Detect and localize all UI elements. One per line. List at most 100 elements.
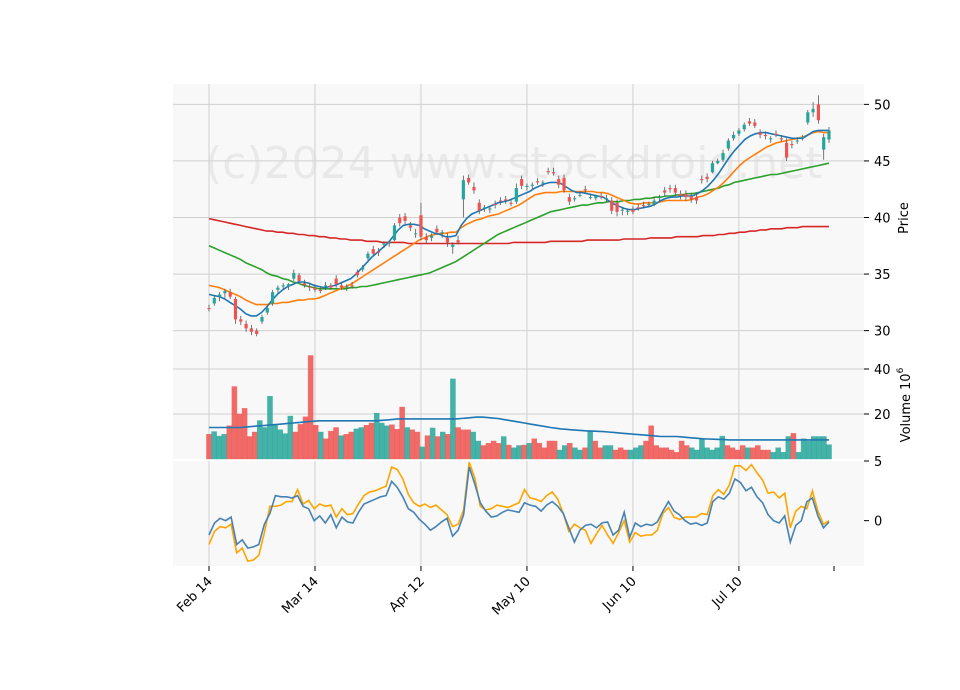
candle-body (429, 235, 434, 238)
candle-body (705, 176, 709, 180)
candle-body (541, 182, 545, 184)
volume-bar (704, 447, 710, 460)
candle-body (228, 292, 232, 297)
candle-body (398, 217, 402, 224)
candle-body (520, 179, 524, 186)
volume-axis-label: Volume 106 (896, 367, 914, 442)
volume-bar (221, 434, 227, 460)
candle-body (297, 275, 301, 281)
volume-bar (541, 447, 548, 460)
volume-bar (409, 429, 416, 460)
candle-body (451, 244, 455, 247)
candle-body (615, 202, 619, 212)
volume-axis-label-text: Volume (899, 394, 914, 442)
volume-bar (246, 436, 253, 460)
volume-bar (384, 425, 390, 460)
candle-body (445, 237, 450, 243)
candle-body (721, 153, 725, 160)
candle-body (599, 196, 603, 198)
candle-body (244, 323, 248, 329)
candle-body (339, 285, 344, 288)
volume-bar (592, 440, 598, 460)
volume-bar (668, 449, 675, 460)
volume-bar (490, 440, 497, 460)
candle-body (652, 200, 656, 204)
candle-body (827, 130, 831, 140)
volume-bar (729, 447, 736, 460)
candle-body (716, 160, 720, 164)
candle-body (461, 180, 465, 200)
volume-bar (389, 424, 395, 460)
candle-body (525, 185, 529, 187)
volume-bar (328, 430, 334, 460)
candle-body (631, 209, 635, 212)
candle-body (753, 122, 757, 126)
volume-bar (536, 443, 543, 460)
candlesticks (207, 95, 831, 337)
oscillator-tick-label: 5 (874, 455, 882, 470)
candle-body (535, 181, 540, 183)
candle-body (493, 203, 497, 206)
volume-bars (206, 355, 832, 460)
date-tick-label: Feb 14 (174, 574, 216, 616)
candle-body (583, 189, 587, 191)
volume-bar (404, 427, 410, 460)
price-tick-label: 35 (874, 268, 891, 283)
candle-body (742, 124, 746, 130)
candle-body (366, 253, 370, 259)
volume-bar (734, 449, 741, 460)
candle-body (292, 272, 296, 279)
candle-body (710, 163, 715, 173)
candle-body (313, 287, 317, 290)
candle-body (689, 196, 693, 200)
candle-body (790, 143, 794, 146)
candle-body (673, 188, 677, 193)
candle-body (546, 171, 550, 173)
volume-bar (597, 447, 604, 460)
candle-body (732, 134, 736, 139)
volume-bar (511, 447, 517, 460)
candle-body (467, 177, 471, 183)
candle-body (355, 271, 359, 276)
volume-bar (628, 449, 634, 460)
volume-axis-label-base: 10 (899, 373, 914, 390)
candle-body (435, 228, 439, 233)
volume-bar (226, 425, 233, 460)
volume-bar (465, 429, 471, 460)
candle-body (265, 308, 269, 313)
volume-bar (348, 431, 355, 460)
candle-body (408, 225, 412, 228)
candle-body (233, 298, 238, 320)
candle-body (774, 133, 778, 135)
candle-body (557, 179, 561, 185)
candle-body (779, 138, 783, 140)
candle-body (212, 297, 216, 304)
volume-bar (572, 447, 578, 460)
date-axis: Feb 14 Mar 14 Apr 12 May 10 Jun 10 Jul 10 (174, 566, 835, 618)
candle-body (763, 134, 767, 137)
candle-body (737, 130, 741, 134)
volume-bar (297, 424, 304, 460)
volume-tick-label: 20 (874, 408, 891, 423)
volume-bar (567, 443, 573, 460)
volume-bar (231, 386, 238, 460)
ma-slow-line (208, 162, 830, 290)
candle-body (551, 172, 556, 174)
candle-body (223, 291, 227, 294)
candle-body (822, 137, 826, 150)
candle-body (392, 225, 397, 241)
volume-bar (663, 447, 670, 460)
volume-bar (643, 440, 649, 460)
candle-body (806, 112, 810, 123)
volume-bar (709, 449, 715, 460)
volume-bar (379, 422, 385, 460)
price-tick-label: 50 (874, 98, 891, 113)
candle-body (207, 308, 211, 310)
volume-bar (587, 430, 593, 460)
candle-body (488, 208, 492, 210)
candle-body (255, 330, 259, 335)
date-tick-label: Apr 12 (387, 574, 428, 615)
volume-bar (363, 425, 370, 460)
volume-bar (739, 445, 746, 460)
